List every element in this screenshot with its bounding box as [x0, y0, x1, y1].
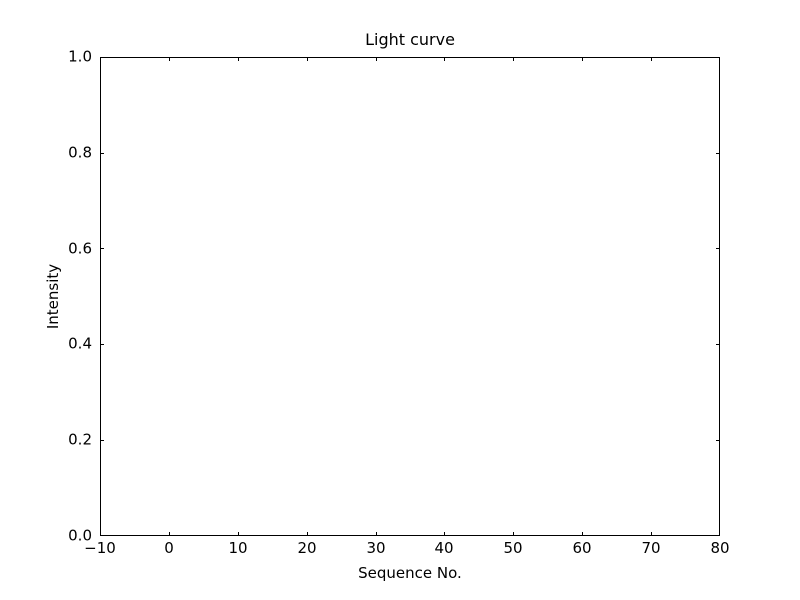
x-tick-label: 80 [710, 539, 730, 557]
x-tick-bottom [582, 532, 583, 536]
y-tick-left [100, 153, 104, 154]
chart-title: Light curve [365, 30, 455, 49]
y-tick-left [100, 440, 104, 441]
x-tick-label: 20 [297, 539, 317, 557]
x-tick-label: 40 [434, 539, 454, 557]
x-tick-bottom [238, 532, 239, 536]
y-tick-right [716, 440, 720, 441]
x-tick-top [100, 57, 101, 61]
x-tick-label: 0 [164, 539, 174, 557]
y-tick-left [100, 57, 104, 58]
x-tick-bottom [513, 532, 514, 536]
x-tick-bottom [307, 532, 308, 536]
x-tick-label: 10 [228, 539, 248, 557]
y-tick-right [716, 248, 720, 249]
x-tick-top [307, 57, 308, 61]
y-tick-label: 0.0 [68, 526, 92, 545]
x-tick-top [444, 57, 445, 61]
x-tick-bottom [100, 532, 101, 536]
y-tick-label: 1.0 [68, 47, 92, 66]
x-tick-label: 50 [503, 539, 523, 557]
axis-spine-bottom [100, 535, 720, 536]
axis-spine-right [719, 57, 720, 536]
plot-data-area [100, 57, 720, 536]
x-tick-label: 70 [641, 539, 661, 557]
x-tick-top [719, 57, 720, 61]
y-tick-right [716, 344, 720, 345]
x-tick-top [376, 57, 377, 61]
x-tick-top [238, 57, 239, 61]
axis-spine-top [100, 57, 720, 58]
x-tick-bottom [376, 532, 377, 536]
x-tick-label: 30 [366, 539, 386, 557]
x-tick-bottom [169, 532, 170, 536]
y-tick-label: 0.2 [68, 430, 92, 449]
x-tick-top [582, 57, 583, 61]
axis-spine-left [100, 57, 101, 536]
y-tick-label: 0.6 [68, 239, 92, 258]
x-tick-bottom [444, 532, 445, 536]
y-axis-label: Intensity [44, 263, 62, 330]
y-tick-label: 0.4 [68, 334, 92, 353]
x-tick-top [169, 57, 170, 61]
x-tick-label: 60 [572, 539, 592, 557]
x-tick-label: −10 [84, 539, 116, 557]
x-axis-label: Sequence No. [358, 564, 462, 582]
y-tick-right [716, 535, 720, 536]
x-tick-top [513, 57, 514, 61]
plot-axes[interactable] [100, 57, 720, 536]
x-tick-top [651, 57, 652, 61]
y-tick-left [100, 248, 104, 249]
y-tick-right [716, 57, 720, 58]
y-tick-right [716, 153, 720, 154]
y-tick-left [100, 344, 104, 345]
y-tick-label: 0.8 [68, 143, 92, 162]
y-tick-left [100, 535, 104, 536]
x-tick-bottom [719, 532, 720, 536]
x-tick-bottom [651, 532, 652, 536]
